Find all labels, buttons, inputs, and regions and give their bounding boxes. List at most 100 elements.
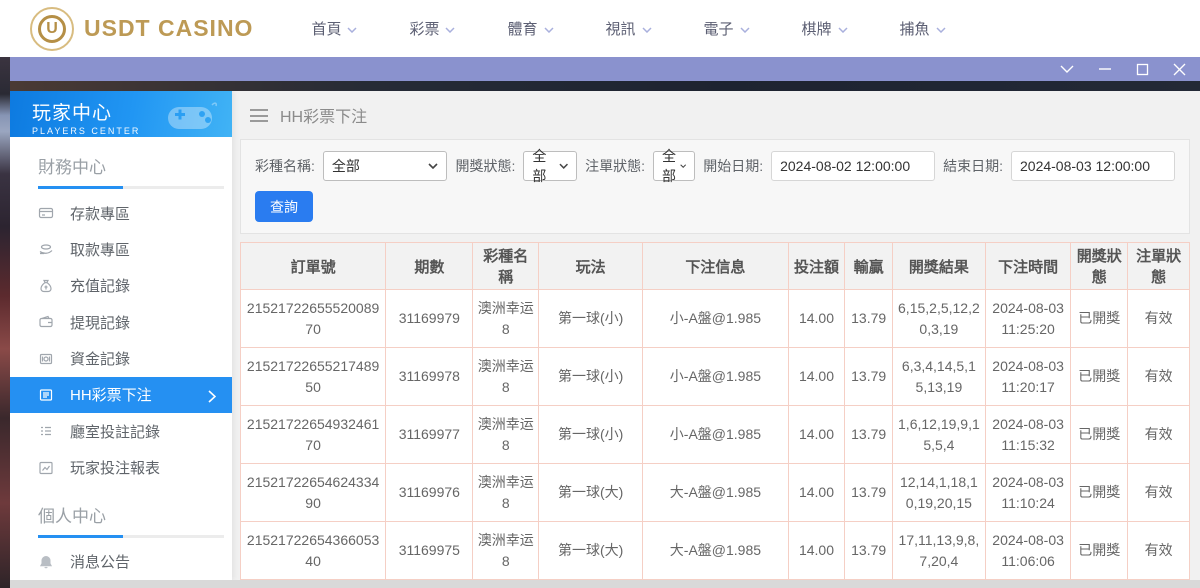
nav-item-electronic[interactable]: 電子 [704, 18, 750, 39]
nav-item-lottery[interactable]: 彩票 [409, 18, 456, 39]
win-loss-cell: 13.79 [844, 463, 893, 522]
start-date-input[interactable] [771, 151, 936, 181]
sidebar-item-deposit[interactable]: 存款專區 [10, 195, 232, 231]
lottery-select[interactable]: 全部 [322, 151, 448, 181]
win-loss-cell: 13.79 [844, 347, 893, 406]
chevron-down-icon [838, 26, 848, 33]
draw-result-cell: 17,11,13,9,8,7,20,4 [891, 521, 986, 580]
withdraw-hand-icon [38, 241, 54, 257]
brand-logo[interactable]: U USDT CASINO [30, 6, 254, 51]
bet-time-cell: 2024-08-03 11:15:32 [984, 405, 1072, 464]
nav-label: 捕魚 [899, 21, 930, 38]
order-status-cell: 有效 [1127, 463, 1190, 522]
search-button[interactable]: 查詢 [255, 191, 313, 222]
sidebar-item-withdrawal-record[interactable]: 提現記錄 [10, 304, 232, 340]
lottery-name-cell: 澳洲幸运8 [472, 405, 539, 464]
lottery-select-value: 全部 [331, 158, 360, 174]
play-type-cell: 第一球(大) [537, 463, 644, 522]
win-loss-cell: 13.79 [844, 405, 893, 464]
bet-amount-cell: 14.00 [787, 463, 846, 522]
breadcrumb: HH彩票下注 [232, 91, 1200, 139]
play-type-cell: 第一球(小) [537, 347, 644, 406]
nav-label: 視訊 [605, 21, 636, 38]
sidebar-header: 玩家中心 PLAYERS CENTER [10, 91, 232, 138]
window-close-button[interactable] [1173, 63, 1186, 76]
nav-item-video[interactable]: 視訊 [606, 18, 652, 39]
window-chevron-button[interactable] [1060, 65, 1074, 73]
bet-info-cell: 小-A盤@1.985 [642, 347, 789, 406]
period-cell: 31169978 [385, 347, 474, 406]
sidebar-item-label: 玩家投注報表 [70, 460, 161, 478]
draw-status-cell: 已開獎 [1070, 521, 1129, 580]
bet-amount-cell: 14.00 [787, 289, 846, 348]
draw-result-cell: 6,3,4,14,5,15,13,19 [891, 347, 986, 406]
table-row: 2152172265521748950 31169978 澳洲幸运8 第一球(小… [239, 347, 1190, 406]
list-icon [38, 423, 54, 439]
sidebar-item-announcements[interactable]: 消息公告 [10, 544, 232, 580]
chevron-down-icon [740, 26, 750, 33]
bet-info-cell: 小-A盤@1.985 [642, 405, 789, 464]
play-type-cell: 第一球(小) [537, 405, 644, 464]
nav-item-sports[interactable]: 體育 [507, 18, 554, 39]
maximize-icon [1136, 63, 1149, 75]
order-status-cell: 有效 [1127, 521, 1190, 580]
lottery-name-cell: 澳洲幸运8 [472, 347, 539, 406]
draw-status-cell: 已開獎 [1070, 289, 1129, 348]
draw-result-cell: 1,6,12,19,9,15,5,4 [891, 405, 986, 464]
sidebar-item-label: 資金記錄 [70, 351, 131, 369]
nav-item-fishing[interactable]: 捕魚 [900, 18, 946, 39]
site-header: U USDT CASINO 首頁 彩票 體育 視訊 電子 棋牌 捕魚 [0, 0, 1200, 57]
sidebar-item-funds-record[interactable]: 資金記錄 [10, 340, 232, 376]
main-content: HH彩票下注 彩種名稱: 全部 開獎狀態: 全部 注單狀態: 全部 [232, 91, 1200, 580]
finance-section-title: 財務中心 [38, 158, 106, 178]
win-loss-cell: 13.79 [844, 521, 893, 580]
end-date-input[interactable] [1011, 151, 1175, 181]
window-minimize-button[interactable] [1098, 65, 1112, 73]
hamburger-menu-icon[interactable] [250, 108, 268, 122]
sidebar-item-hall-bet-record[interactable]: 廳室投註記錄 [10, 413, 232, 449]
col-order-status: 注單狀態 [1127, 242, 1190, 290]
sidebar-item-recharge-record[interactable]: 充值記錄 [10, 268, 232, 304]
order-id-cell: 2152172265436605340 [239, 521, 387, 580]
brand-name: USDT CASINO [84, 15, 254, 41]
order-id-cell: 2152172265493246170 [239, 405, 387, 464]
bet-info-cell: 大-A盤@1.985 [642, 521, 789, 580]
sidebar-item-withdraw[interactable]: 取款專區 [10, 231, 232, 267]
sidebar-item-hh-lottery-bets[interactable]: HH彩票下注 [10, 376, 232, 414]
draw-result-cell: 12,14,1,18,10,19,20,15 [891, 463, 986, 522]
sidebar-item-label: HH彩票下注 [70, 387, 152, 405]
lottery-name-cell: 澳洲幸运8 [472, 521, 539, 580]
period-cell: 31169976 [385, 463, 474, 522]
play-type-cell: 第一球(小) [537, 289, 644, 348]
main-nav: 首頁 彩票 體育 視訊 電子 棋牌 捕魚 [311, 18, 946, 39]
order-status-select[interactable]: 全部 [652, 148, 696, 184]
table-row: 2152172265493246170 31169977 澳洲幸运8 第一球(小… [239, 405, 1190, 464]
filter-panel: 彩種名稱: 全部 開獎狀態: 全部 注單狀態: 全部 開始日期: 結束日期: [240, 139, 1190, 234]
bet-time-cell: 2024-08-03 11:10:24 [984, 463, 1072, 522]
window-bottom-edge [10, 580, 1200, 588]
draw-status-cell: 已開獎 [1070, 405, 1129, 464]
nav-item-home[interactable]: 首頁 [311, 18, 357, 39]
nav-label: 彩票 [409, 21, 440, 38]
section-divider [38, 186, 224, 190]
sidebar-item-label: 充值記錄 [70, 278, 131, 296]
bet-info-cell: 小-A盤@1.985 [642, 289, 789, 348]
bet-time-cell: 2024-08-03 11:25:20 [984, 289, 1072, 348]
bet-time-cell: 2024-08-03 11:06:06 [984, 521, 1072, 580]
window-maximize-button[interactable] [1136, 63, 1149, 76]
lottery-name-cell: 澳洲幸运8 [472, 289, 539, 348]
window-top-decoration [10, 81, 1200, 91]
draw-status-select[interactable]: 全部 [523, 148, 578, 184]
order-status-cell: 有效 [1127, 347, 1190, 406]
end-date-label: 結束日期: [943, 158, 1003, 174]
table-row: 2152172265436605340 31169975 澳洲幸运8 第一球(大… [239, 521, 1190, 580]
nav-item-chess[interactable]: 棋牌 [802, 18, 848, 39]
bet-amount-cell: 14.00 [787, 521, 846, 580]
bet-amount-cell: 14.00 [787, 405, 846, 464]
funds-receipt-icon [38, 351, 54, 367]
col-bet-amount: 投注額 [787, 242, 846, 290]
sidebar-item-label: 廳室投註記錄 [70, 423, 161, 441]
chevron-down-icon [445, 26, 456, 33]
sidebar-item-player-bet-report[interactable]: 玩家投注報表 [10, 449, 232, 485]
chevron-down-icon [543, 26, 554, 33]
